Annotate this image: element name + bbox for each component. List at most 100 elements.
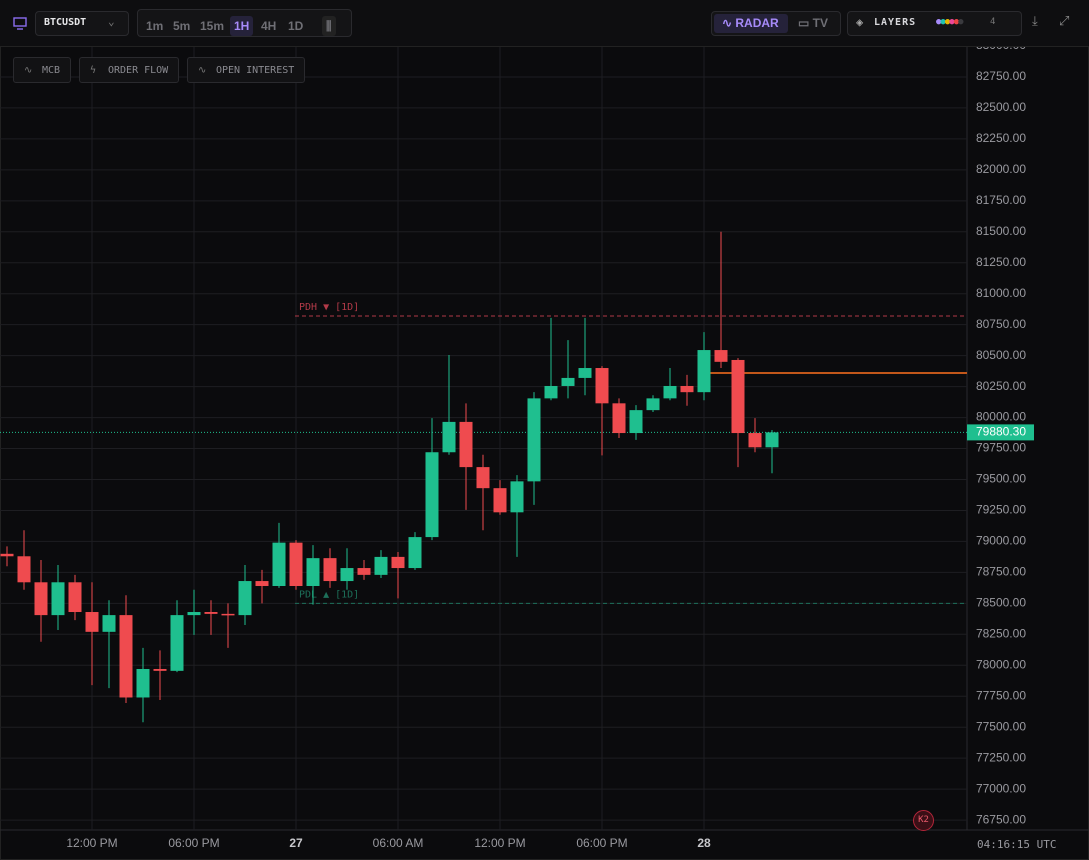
monitor-icon bbox=[13, 17, 27, 30]
tv-button[interactable]: ▭ TV bbox=[798, 16, 829, 30]
candle-body bbox=[102, 615, 116, 632]
indicator-open-interest[interactable]: ∿ OPEN INTEREST bbox=[187, 57, 305, 83]
candle-body bbox=[34, 582, 48, 616]
y-tick-label: 81500.00 bbox=[976, 224, 1026, 238]
candle-body bbox=[646, 398, 660, 411]
timeframe-button[interactable]: 15m bbox=[200, 19, 225, 33]
expand-button[interactable]: ⤢ bbox=[1059, 14, 1070, 29]
y-tick-label: 78750.00 bbox=[976, 565, 1026, 579]
radar-button[interactable]: ∿ RADAR bbox=[722, 16, 779, 30]
y-tick-label: 79750.00 bbox=[976, 441, 1026, 455]
y-tick-label: 79000.00 bbox=[976, 534, 1026, 548]
candle-body bbox=[170, 615, 184, 671]
level-label: PDL ▲ [1D] bbox=[299, 589, 359, 600]
candle-body bbox=[680, 385, 694, 393]
candle-body bbox=[510, 481, 524, 513]
y-tick-label: 80000.00 bbox=[976, 410, 1026, 424]
tv-label: TV bbox=[812, 16, 829, 30]
download-button[interactable]: ⤓ bbox=[1032, 14, 1038, 29]
candle-body bbox=[374, 556, 388, 575]
candle-body bbox=[629, 410, 643, 434]
y-tick-label: 79500.00 bbox=[976, 472, 1026, 486]
candle-body bbox=[731, 359, 745, 434]
candle-body bbox=[340, 568, 354, 582]
timeframe-group: 1m 5m 15m 1H 4H 1D ⫼ bbox=[137, 9, 352, 37]
layers-count: 4 bbox=[990, 17, 996, 27]
candle-body bbox=[765, 432, 779, 448]
candle-body bbox=[408, 537, 422, 569]
y-tick-label: 77250.00 bbox=[976, 750, 1026, 764]
candle-body bbox=[272, 542, 286, 587]
badge[interactable]: K2 bbox=[913, 810, 934, 831]
candle-body bbox=[68, 582, 82, 613]
y-tick-label: 78000.00 bbox=[976, 657, 1026, 671]
candle-body bbox=[255, 581, 269, 587]
candle-body bbox=[493, 488, 507, 513]
x-tick-label: 12:00 PM bbox=[474, 836, 525, 850]
candle-body bbox=[221, 613, 235, 616]
timeframe-button[interactable]: 1m bbox=[146, 19, 164, 33]
candle-body bbox=[527, 398, 541, 482]
candle-body bbox=[51, 582, 65, 616]
last-price-label: 79880.30 bbox=[976, 425, 1026, 439]
y-tick-label: 78250.00 bbox=[976, 626, 1026, 640]
chart-type-button[interactable]: ⫼ bbox=[322, 16, 336, 36]
candle-body bbox=[187, 612, 201, 616]
candle-body bbox=[748, 433, 762, 448]
indicator-label: OPEN INTEREST bbox=[216, 65, 295, 76]
clock: 04:16:15 UTC bbox=[977, 838, 1057, 851]
y-tick-label: 82250.00 bbox=[976, 131, 1026, 145]
chevron: ⌄ bbox=[108, 15, 115, 28]
layers-button[interactable]: ◈ LAYERS ●●●●●● 4 bbox=[847, 11, 1022, 36]
level-label: PDH ▼ [1D] bbox=[299, 302, 359, 313]
y-tick-label: 80750.00 bbox=[976, 317, 1026, 331]
toolbar: BTCUSDT ⌄ 1m 5m 15m 1H 4H 1D ⫼ ∿ RADAR ▭ TV ◈ … bbox=[0, 0, 1089, 47]
last-price-tag bbox=[967, 424, 1034, 441]
radar-label: RADAR bbox=[735, 16, 779, 30]
y-tick-label: 81000.00 bbox=[976, 286, 1026, 300]
candle-body bbox=[289, 542, 303, 587]
y-tick-label: 76750.00 bbox=[976, 812, 1026, 826]
timeframe-button[interactable]: 4H bbox=[261, 19, 277, 33]
candle-body bbox=[85, 612, 99, 632]
y-tick-label: 82500.00 bbox=[976, 100, 1026, 114]
symbol: BTCUSDT bbox=[44, 17, 87, 28]
timeframe-button[interactable]: 5m bbox=[173, 19, 191, 33]
indicator-label: ORDER FLOW bbox=[108, 65, 169, 76]
timeframe-button[interactable]: 1D bbox=[288, 19, 304, 33]
candle-body bbox=[425, 452, 439, 538]
x-tick-label: 12:00 PM bbox=[66, 836, 117, 850]
x-tick-label: 06:00 PM bbox=[576, 836, 627, 850]
y-tick-label: 81250.00 bbox=[976, 255, 1026, 269]
layer-dots: ●●●●●● bbox=[936, 17, 964, 27]
candle-body bbox=[459, 421, 473, 468]
x-tick-label: 28 bbox=[697, 836, 711, 850]
symbol-select[interactable]: BTCUSDT ⌄ bbox=[35, 11, 129, 36]
layers-icon: ◈ bbox=[856, 15, 864, 29]
y-tick-label: 77750.00 bbox=[976, 688, 1026, 702]
indicator-label: MCB bbox=[42, 65, 61, 76]
y-tick-label: 79250.00 bbox=[976, 503, 1026, 517]
x-tick-label: 06:00 PM bbox=[168, 836, 219, 850]
candle-body bbox=[578, 368, 592, 378]
candle-body bbox=[442, 421, 456, 453]
x-tick-label: 27 bbox=[289, 836, 303, 850]
candle-body bbox=[136, 668, 150, 698]
y-tick-label: 80500.00 bbox=[976, 348, 1026, 362]
candle-body bbox=[391, 556, 405, 569]
candle-body bbox=[561, 377, 575, 386]
indicator-order-flow[interactable]: ϟ ORDER FLOW bbox=[79, 57, 179, 83]
candle-body bbox=[714, 350, 728, 362]
candle-body bbox=[306, 558, 320, 587]
layers-label: LAYERS bbox=[874, 17, 917, 28]
y-tick-label: 80250.00 bbox=[976, 379, 1026, 393]
indicator-mcb[interactable]: ∿ MCB bbox=[13, 57, 71, 83]
timeframe-button[interactable]: 1H bbox=[230, 16, 254, 36]
y-tick-label: 82000.00 bbox=[976, 162, 1026, 176]
y-tick-label: 81750.00 bbox=[976, 193, 1026, 207]
candle-body bbox=[697, 350, 711, 393]
candle-body bbox=[663, 385, 677, 399]
